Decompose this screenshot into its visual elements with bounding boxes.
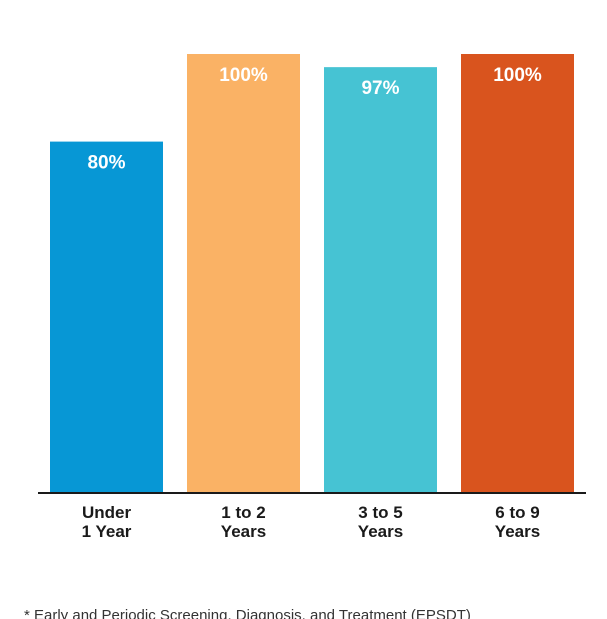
bar-1 — [50, 141, 163, 492]
footnote-cropped: * Early and Periodic Screening, Diagnosi… — [0, 606, 607, 619]
bar-value-label-4: 100% — [493, 65, 542, 86]
bar-2 — [187, 54, 300, 492]
category-label-1-line-2: 1 Year — [82, 522, 132, 541]
category-label-4: 6 to 9 Years — [495, 503, 540, 541]
footnote: * Early and Periodic Screening, Diagnosi… — [24, 607, 471, 619]
bar-value-label-3: 97% — [361, 78, 399, 99]
category-label-2-line-2: Years — [221, 522, 266, 541]
bar-value-label-2: 100% — [219, 65, 268, 86]
category-label-1: Under 1 Year — [82, 503, 132, 541]
category-label-4-line-2: Years — [495, 522, 540, 541]
category-label-3: 3 to 5 Years — [358, 503, 403, 541]
category-label-1-line-1: Under — [82, 503, 132, 522]
bars-group — [50, 54, 574, 492]
category-label-2-line-1: 1 to 2 — [221, 503, 265, 522]
category-label-3-line-1: 3 to 5 — [358, 503, 402, 522]
category-label-3-line-2: Years — [358, 522, 403, 541]
bar-4 — [461, 54, 574, 492]
value-labels-group: 80% 100% 97% 100% — [87, 65, 541, 174]
bar-3 — [324, 67, 437, 492]
bar-value-label-1: 80% — [87, 153, 125, 174]
category-label-2: 1 to 2 Years — [221, 503, 266, 541]
category-label-4-line-1: 6 to 9 — [495, 503, 539, 522]
